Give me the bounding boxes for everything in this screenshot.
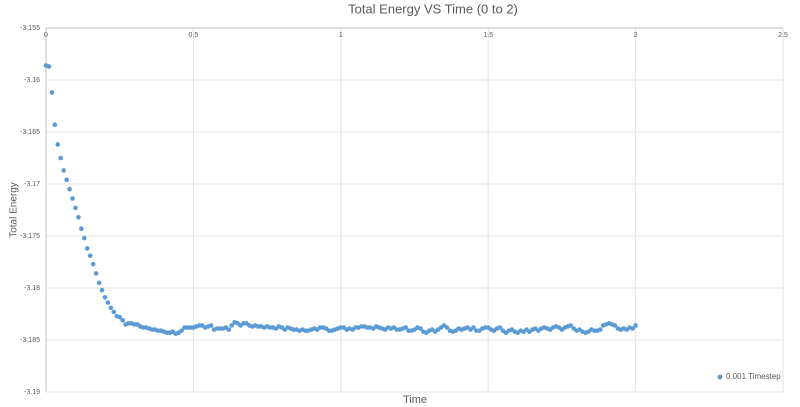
point (90, 261, 96, 267)
x-tick-label: 0.5 (189, 32, 199, 39)
legend-marker (717, 374, 723, 380)
point (52, 122, 58, 128)
point (49, 90, 55, 95)
y-tick-label: -3.175 (20, 233, 40, 240)
y-tick-label: -3.17 (24, 181, 40, 188)
y-tick-label: -3.165 (20, 129, 40, 136)
point (108, 305, 114, 311)
point (633, 323, 638, 328)
point (93, 271, 99, 276)
point (87, 253, 93, 259)
x-tick-label: 1.5 (483, 32, 493, 39)
point (46, 64, 52, 69)
point (99, 287, 105, 293)
x-tick-label: 2.5 (778, 32, 788, 39)
x-tick-label: 2 (634, 32, 638, 39)
x-tick-label: 1 (339, 32, 343, 39)
point (76, 214, 81, 220)
y-axis-label: Total Energy (9, 182, 20, 238)
point (84, 246, 90, 251)
y-tick-label: -3.185 (20, 337, 40, 344)
point (70, 196, 75, 201)
point (568, 323, 574, 328)
point (120, 317, 125, 323)
point (403, 325, 408, 330)
point (497, 325, 503, 330)
point (208, 323, 214, 328)
point (179, 328, 184, 333)
point (61, 168, 66, 173)
point (105, 300, 111, 305)
point (82, 235, 87, 241)
y-tick-label: -3.18 (24, 285, 40, 292)
y-tick-label: -3.16 (24, 77, 40, 84)
x-axis-label: Time (403, 394, 427, 406)
point (229, 323, 235, 328)
y-tick-label: -3.19 (24, 389, 40, 396)
point (630, 326, 635, 331)
point (444, 325, 450, 330)
point (55, 142, 61, 147)
point (67, 186, 72, 192)
point (96, 280, 102, 286)
point (73, 205, 78, 211)
point (418, 326, 423, 331)
point (102, 295, 108, 300)
point (79, 226, 84, 232)
legend-label: 0.001 Timestep (726, 372, 781, 381)
point (64, 177, 69, 183)
point (597, 327, 603, 332)
point (111, 309, 117, 315)
point (58, 155, 64, 161)
point (471, 325, 476, 330)
point (117, 314, 122, 320)
point (226, 327, 232, 332)
point (612, 323, 618, 328)
y-tick-label: -3.155 (20, 25, 40, 32)
chart-title: Total Energy VS Time (0 to 2) (348, 1, 518, 16)
